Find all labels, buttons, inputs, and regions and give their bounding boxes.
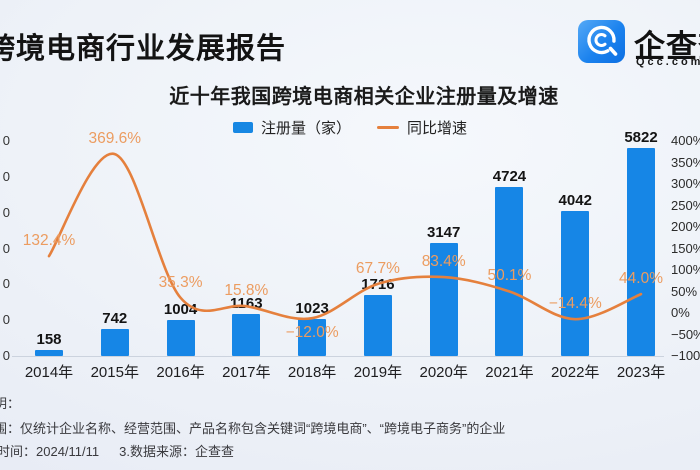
left-axis-tick: 0 xyxy=(2,240,10,256)
bar-series-swatch-icon xyxy=(232,122,253,133)
x-label-2015年: 2015年 xyxy=(90,364,139,381)
left-axis-tick: 0 xyxy=(2,204,10,220)
growth-label-2014年: 132.4% xyxy=(22,232,76,250)
x-label-2019年: 2019年 xyxy=(353,364,403,381)
footnote-source: 3.数据来源：企查查 xyxy=(119,444,234,459)
brand-name-en: Qcc.com xyxy=(636,56,700,68)
x-label-2014年: 2014年 xyxy=(24,364,74,381)
line-series-swatch-icon xyxy=(377,126,399,129)
growth-label-2017年: 15.8% xyxy=(224,282,269,300)
x-label-2021年: 2021年 xyxy=(485,364,534,381)
report-title: 跨境电商行业发展报告 xyxy=(0,33,287,65)
bar-2015年 xyxy=(100,329,129,356)
x-axis-line xyxy=(12,356,664,357)
bar-series-label: 注册量（家） xyxy=(260,120,351,137)
qcc-magnifier-icon xyxy=(578,20,625,63)
growth-label-2021年: 50.1% xyxy=(487,267,532,285)
right-axis-tick: 50% xyxy=(671,283,698,299)
right-axis-tick: 200% xyxy=(671,219,700,234)
line-series-label: 同比增速 xyxy=(407,120,468,137)
left-axis-tick: 0 xyxy=(2,168,10,184)
growth-label-2023年: 44.0% xyxy=(619,270,663,288)
bar-2016年 xyxy=(166,320,195,356)
x-label-2017年: 2017年 xyxy=(222,364,271,381)
bar-2020年 xyxy=(429,243,458,356)
bar-value-2014年: 158 xyxy=(36,331,62,349)
bar-value-2018年: 1023 xyxy=(295,300,329,318)
right-axis-tick: 350% xyxy=(671,154,700,170)
bar-2019年 xyxy=(363,294,392,356)
bar-value-2021年: 4724 xyxy=(492,167,527,185)
bar-value-2023年: 5822 xyxy=(624,128,658,146)
bar-2021年 xyxy=(495,186,524,356)
growth-label-2019年: 67.7% xyxy=(355,259,400,277)
right-axis-tick: 100% xyxy=(671,262,700,277)
footnote-line1: 明： xyxy=(0,396,21,411)
growth-label-2018年: −12.0% xyxy=(285,324,339,342)
x-label-2020年: 2020年 xyxy=(419,364,468,381)
right-axis-tick: 300% xyxy=(671,176,700,191)
left-axis-tick: 0 xyxy=(2,348,10,363)
growth-label-2022年: −14.4% xyxy=(548,295,602,313)
bar-2023年 xyxy=(627,147,656,356)
x-label-2023年: 2023年 xyxy=(616,364,666,381)
footnote-line2: 围：仅统计企业名称、经营范围、产品名称包含关键词“跨境电商”、“跨境电子商务”的… xyxy=(0,421,506,436)
left-axis-tick: 0 xyxy=(2,133,10,149)
left-axis-tick: 0 xyxy=(2,276,10,292)
right-axis-tick: −100% xyxy=(671,348,700,363)
x-label-2022年: 2022年 xyxy=(551,364,600,381)
chart-legend: 注册量（家） 同比增速 xyxy=(0,117,700,138)
footnote-time: 时间：2024/11/11 xyxy=(0,444,100,459)
growth-label-2020年: 83.4% xyxy=(421,253,466,271)
right-axis-tick: −50% xyxy=(671,326,700,342)
bar-2017年 xyxy=(232,314,261,356)
bar-value-2020年: 3147 xyxy=(426,224,461,242)
x-label-2016年: 2016年 xyxy=(156,364,205,381)
chart-title: 近十年我国跨境电商相关企业注册量及增速 xyxy=(169,86,559,108)
bar-2018年 xyxy=(298,319,327,356)
left-axis-tick: 0 xyxy=(2,312,10,328)
growth-label-2016年: 35.3% xyxy=(158,273,203,291)
bar-2014年 xyxy=(35,350,63,356)
bar-value-2015年: 742 xyxy=(102,310,128,328)
growth-label-2015年: 369.6% xyxy=(88,130,142,148)
right-axis-tick: 250% xyxy=(671,197,700,213)
right-axis-tick: 150% xyxy=(671,240,700,256)
right-axis-tick: 0% xyxy=(671,305,690,320)
footnote-line3: 时间：2024/11/11 3.数据来源：企查查 xyxy=(0,441,234,460)
right-axis-tick: 400% xyxy=(671,133,700,148)
brand-name-cn: 企查查 xyxy=(634,29,700,64)
bar-value-2022年: 4042 xyxy=(558,192,592,210)
bar-2022年 xyxy=(561,211,590,356)
x-label-2018年: 2018年 xyxy=(287,364,337,381)
